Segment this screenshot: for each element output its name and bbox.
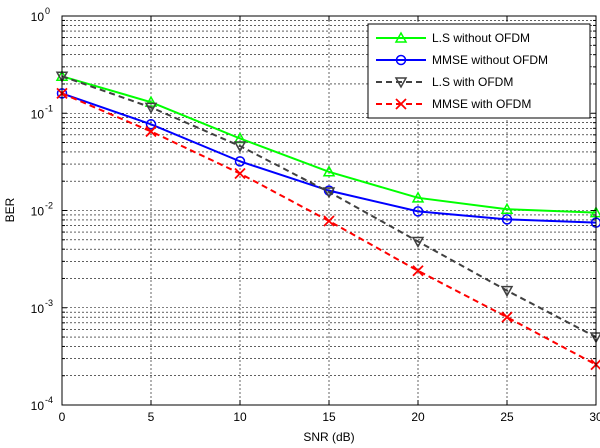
data-point [500,202,514,215]
legend-marker [394,77,408,89]
legend: L.S without OFDM MMSE without OFDM L.S wit… [367,23,591,119]
data-point [411,236,425,249]
legend-marker [395,54,407,66]
marker-stroke [501,311,513,323]
y-tick-label: 10 [31,399,45,413]
data-point [234,156,246,167]
x-tick-label: 25 [500,410,514,424]
y-tick-exponent: -4 [45,395,53,405]
series-line [61,75,597,338]
y-tick-label: 10 [31,107,45,121]
y-tick-exponent: 0 [45,6,50,16]
data-point [233,141,247,153]
y-tick-exponent: -2 [45,201,53,211]
data-point [145,119,157,130]
marker-stroke [395,98,407,110]
data-point [144,102,158,114]
y-tick-exponent: -3 [45,298,53,308]
marker-stroke [323,215,335,227]
data-point [323,215,335,227]
x-tick-label: 0 [59,410,66,424]
data-point [411,191,425,203]
legend-item: L.S without OFDM [376,31,530,45]
data-point [412,265,424,277]
data-point [501,214,513,225]
series-3 [55,71,600,344]
series-layer [55,69,600,371]
x-axis-label: SNR (dB) [303,430,354,444]
marker-stroke [412,265,424,277]
y-tick-label: 10 [31,10,45,24]
x-tick-label: 10 [233,410,247,424]
x-tick-label: 20 [411,410,425,424]
data-point [501,311,513,323]
series-line [61,75,597,214]
x-tick-label: 30 [589,410,600,424]
data-point [234,167,246,180]
y-axis-label: BER [3,197,17,222]
data-point [322,165,336,177]
data-point [322,187,336,199]
data-point [145,125,157,138]
legend-item: MMSE with OFDM [376,97,531,111]
data-point [412,206,424,217]
legend-label: MMSE with OFDM [432,97,531,111]
data-point [500,285,514,298]
legend-marker [394,31,408,43]
x-tick-label: 5 [148,410,155,424]
x-tick-label: 15 [322,410,336,424]
y-tick-label: 10 [31,205,45,219]
data-point [323,185,335,196]
legend-label: MMSE without OFDM [432,53,548,67]
legend-label: L.S with OFDM [432,75,513,89]
axis-ticks [61,16,597,406]
legend-item: MMSE without OFDM [376,53,548,67]
series-line [61,92,597,224]
y-tick-exponent: -1 [45,103,53,113]
legend-item: L.S with OFDM [376,75,513,89]
y-tick-label: 10 [31,302,45,316]
data-point [144,95,158,107]
marker-stroke [145,125,157,138]
marker-stroke [234,167,246,180]
legend-label: L.S without OFDM [432,31,530,45]
legend-marker [395,98,407,110]
